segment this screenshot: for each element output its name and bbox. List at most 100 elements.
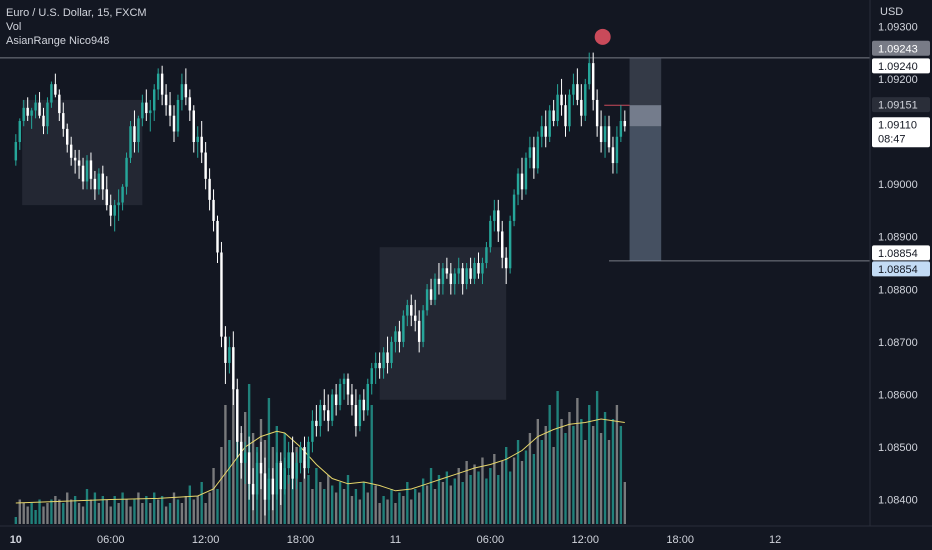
candle-body bbox=[236, 389, 239, 442]
volume-bar bbox=[516, 440, 520, 524]
candle-body bbox=[556, 94, 559, 121]
indicator-asianrange-label[interactable]: AsianRange Nico948 bbox=[6, 35, 110, 47]
candle-body bbox=[164, 94, 168, 106]
candle-body bbox=[30, 110, 33, 116]
volume-bar bbox=[568, 412, 571, 524]
volume-bar bbox=[129, 506, 132, 524]
volume-bar bbox=[338, 482, 342, 524]
candle-body bbox=[501, 231, 504, 258]
candle-body bbox=[378, 362, 381, 369]
candle-body bbox=[77, 160, 81, 166]
price-tag-bg bbox=[872, 58, 930, 74]
candle-body bbox=[121, 186, 124, 203]
candle-body bbox=[330, 394, 334, 421]
candle-body bbox=[370, 368, 373, 384]
high-marker-dot[interactable] bbox=[594, 28, 611, 45]
volume-bar bbox=[603, 412, 607, 524]
indicator-vol-label[interactable]: Vol bbox=[6, 21, 22, 33]
volume-bar bbox=[228, 440, 231, 524]
candle-body bbox=[38, 102, 41, 116]
chart-legend: Euro / U.S. Dollar, 15, FXCM Vol AsianRa… bbox=[6, 6, 147, 48]
volume-bar bbox=[200, 482, 203, 524]
volume-bar bbox=[556, 391, 559, 524]
candle-body bbox=[528, 147, 532, 158]
volume-bar bbox=[117, 503, 120, 524]
candle-body bbox=[508, 220, 512, 269]
time-tick-label: 06:00 bbox=[97, 534, 125, 546]
candle-body bbox=[433, 278, 437, 300]
candle-body bbox=[414, 315, 417, 321]
volume-bar bbox=[299, 482, 302, 524]
volume-bar bbox=[38, 499, 41, 524]
candle-body bbox=[196, 136, 199, 143]
volume-bar bbox=[109, 506, 112, 524]
candle-body bbox=[504, 257, 508, 269]
volume-bar bbox=[26, 506, 29, 524]
position-upper-zone[interactable] bbox=[629, 57, 662, 127]
candle-body bbox=[113, 205, 116, 216]
candle-body bbox=[14, 142, 18, 161]
candle-body bbox=[176, 99, 180, 132]
volume-bar bbox=[323, 489, 326, 524]
volume-bar bbox=[560, 419, 563, 524]
price-tag-label: 1.09110 bbox=[878, 120, 917, 132]
volume-bar bbox=[85, 489, 89, 524]
candle-body bbox=[580, 99, 583, 116]
candle-body bbox=[180, 84, 184, 100]
volume-bar bbox=[188, 485, 192, 524]
volume-bar bbox=[410, 499, 413, 524]
candle-body bbox=[417, 320, 421, 342]
candle-body bbox=[362, 399, 366, 411]
symbol-title[interactable]: Euro / U.S. Dollar, 15, FXCM bbox=[6, 7, 147, 19]
candle-body bbox=[489, 220, 492, 248]
volume-bar bbox=[303, 461, 306, 524]
price-tick-label: 1.08900 bbox=[878, 232, 918, 244]
time-axis[interactable]: 10 06:00 12:00 18:00 11 06:00 12:00 18:00 12 bbox=[10, 534, 782, 546]
candle-body bbox=[358, 399, 362, 427]
currency-label[interactable]: USD bbox=[880, 6, 904, 18]
candle-body bbox=[81, 165, 85, 182]
price-tags: 1.09243 1.09240 1.09151 1.09110 08:47 1.08854… bbox=[872, 40, 930, 277]
volume-bar bbox=[42, 506, 45, 524]
candle-body bbox=[287, 452, 290, 469]
price-axis[interactable]: 1.093001.092001.091001.090001.089001.088… bbox=[878, 21, 918, 506]
candle-body bbox=[402, 315, 405, 342]
candle-body bbox=[73, 157, 77, 161]
position-lower-zone[interactable] bbox=[629, 126, 662, 261]
volume-bar bbox=[319, 482, 322, 524]
candle-body bbox=[129, 126, 132, 158]
volume-bar bbox=[232, 384, 235, 524]
volume-bar bbox=[512, 457, 516, 524]
volume-bar bbox=[532, 454, 536, 524]
volume-bar bbox=[113, 496, 116, 524]
candle-body bbox=[615, 136, 619, 164]
candle-body bbox=[588, 63, 591, 85]
volume-bar bbox=[342, 489, 346, 524]
volume-bar bbox=[524, 450, 528, 524]
candle-body bbox=[85, 160, 89, 182]
volume-bar bbox=[406, 482, 409, 524]
candle-body bbox=[54, 84, 57, 95]
price-tick-label: 1.09000 bbox=[878, 179, 918, 191]
candle-body bbox=[406, 305, 409, 316]
candle-body bbox=[303, 447, 306, 469]
volume-bar bbox=[576, 398, 579, 524]
candle-body bbox=[58, 94, 61, 114]
price-tag-label: 1.08854 bbox=[878, 248, 918, 260]
volume-bar bbox=[449, 485, 453, 524]
volume-bar bbox=[267, 398, 271, 524]
candle-body bbox=[453, 273, 456, 285]
price-tag-label: 1.09240 bbox=[878, 61, 918, 73]
candle-body bbox=[224, 336, 227, 363]
candle-body bbox=[295, 462, 298, 479]
position-entry-zone[interactable] bbox=[629, 105, 662, 127]
price-tick-label: 1.08500 bbox=[878, 442, 918, 454]
volume-bar bbox=[457, 468, 460, 524]
candle-body bbox=[220, 252, 223, 337]
candle-body bbox=[46, 102, 49, 127]
position-box[interactable] bbox=[604, 57, 662, 261]
volume-bar bbox=[528, 433, 532, 524]
candle-body bbox=[572, 84, 575, 95]
price-tick-label: 1.09300 bbox=[878, 21, 918, 33]
